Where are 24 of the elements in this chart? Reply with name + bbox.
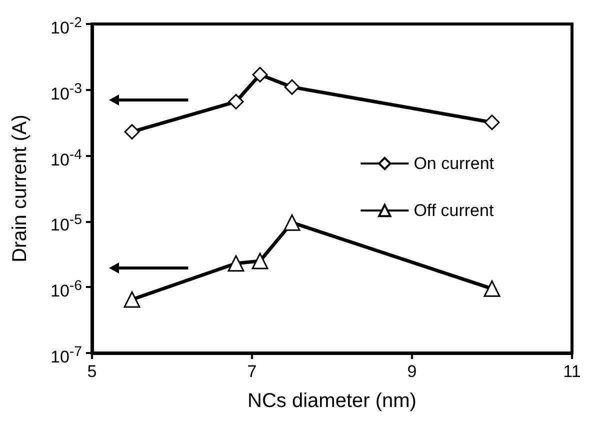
y-tick-label: 10$^{-7}$ [50,343,82,368]
point [124,124,140,140]
point [252,252,268,270]
y-tick-label: 10$^{-4}$ [50,146,82,170]
x-axis-title: NCs diameter (nm) [248,390,416,412]
point [124,291,140,308]
point [284,79,300,95]
x-tick-label: 5 [87,362,97,381]
x-tick-label: 11 [563,362,581,381]
legend-label: Off current [414,201,494,220]
point [484,280,500,297]
y-axis-title: Drain current (A) [9,114,31,262]
point [484,114,500,130]
y-tick-label: 10$^{-2}$ [50,14,82,39]
x-tick-label: 9 [407,362,417,381]
x-tick-label: 7 [247,362,257,381]
y-tick-label: 10$^{-6}$ [50,277,82,302]
point [252,66,268,82]
point [228,255,244,272]
point [228,94,244,110]
y-tick-label: 10$^{-3}$ [50,80,82,104]
legend-label: On current [414,154,494,173]
point [284,214,300,231]
y-tick-label: 10$^{-5}$ [50,211,82,236]
